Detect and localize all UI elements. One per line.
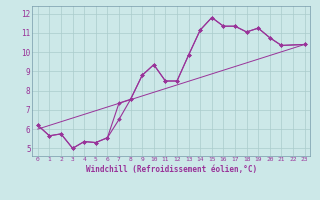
X-axis label: Windchill (Refroidissement éolien,°C): Windchill (Refroidissement éolien,°C) [86,165,257,174]
